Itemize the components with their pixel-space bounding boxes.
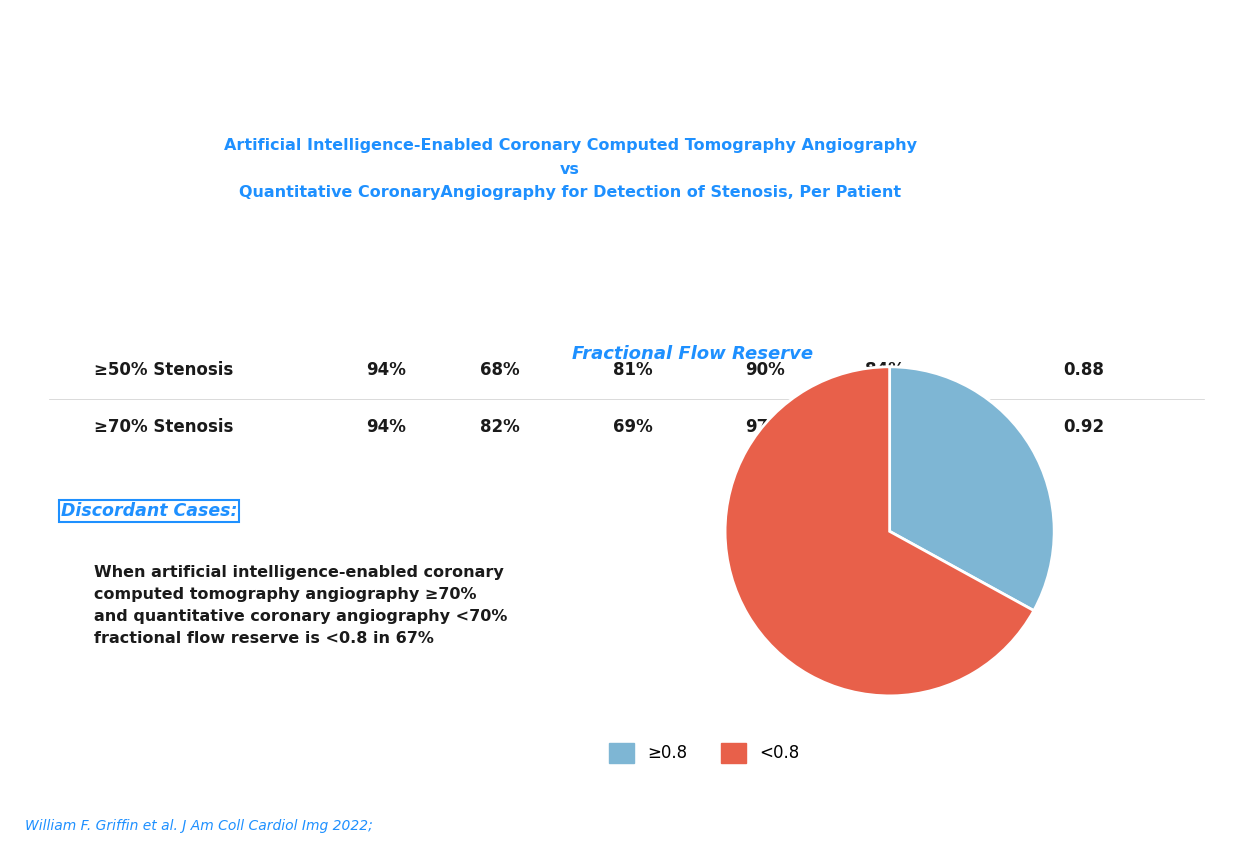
Text: William F. Griffin et al. J Am Coll Cardiol Img 2022;: William F. Griffin et al. J Am Coll Card… bbox=[25, 819, 373, 833]
Text: 97%: 97% bbox=[744, 417, 784, 436]
Text: 84%: 84% bbox=[866, 361, 905, 380]
Text: 82%: 82% bbox=[480, 417, 520, 436]
Text: ≥70% Stenosis: ≥70% Stenosis bbox=[94, 417, 233, 436]
Text: Accuracy: Accuracy bbox=[850, 272, 921, 285]
Text: Artificial Intelligence-Enabled
Coronary Computed Tomography
vs Quantitative Cor: Artificial Intelligence-Enabled Coronary… bbox=[35, 243, 292, 315]
Text: 0.92: 0.92 bbox=[1063, 417, 1104, 436]
Text: Artificial Intelligence Enabled Quantitative CT Artificial Intelligence-Enabled : Artificial Intelligence Enabled Quantita… bbox=[46, 21, 1207, 95]
Text: Area Under the
Receiver-Operating
Characteristic Curve: Area Under the Receiver-Operating Charac… bbox=[1004, 252, 1164, 305]
Text: When artificial intelligence-enabled coronary
computed tomography angiography ≥7: When artificial intelligence-enabled cor… bbox=[94, 565, 507, 646]
Text: Specificity: Specificity bbox=[460, 272, 541, 285]
Text: 68%: 68% bbox=[480, 361, 520, 380]
Text: 69%: 69% bbox=[613, 417, 653, 436]
Text: Negative
Predictive Value: Negative Predictive Value bbox=[702, 261, 828, 296]
Legend: ≥0.8, <0.8: ≥0.8, <0.8 bbox=[603, 736, 807, 770]
Text: Positive
Predictive Value: Positive Predictive Value bbox=[569, 261, 697, 296]
Text: 94%: 94% bbox=[366, 361, 406, 380]
Text: Discordant Cases:: Discordant Cases: bbox=[61, 502, 238, 520]
Text: 94%: 94% bbox=[366, 417, 406, 436]
Text: Artificial Intelligence-Enabled Coronary Computed Tomography Angiography
vs
Quan: Artificial Intelligence-Enabled Coronary… bbox=[223, 138, 917, 201]
Text: 81%: 81% bbox=[613, 361, 653, 380]
Text: Sensitivity: Sensitivity bbox=[345, 272, 427, 285]
Text: Fractional Flow Reserve: Fractional Flow Reserve bbox=[571, 345, 813, 363]
Wedge shape bbox=[890, 367, 1054, 610]
Text: 85%: 85% bbox=[866, 417, 905, 436]
Text: 0.88: 0.88 bbox=[1063, 361, 1104, 380]
Wedge shape bbox=[725, 367, 1034, 696]
Text: ≥50% Stenosis: ≥50% Stenosis bbox=[94, 361, 233, 380]
Text: 90%: 90% bbox=[746, 361, 784, 380]
